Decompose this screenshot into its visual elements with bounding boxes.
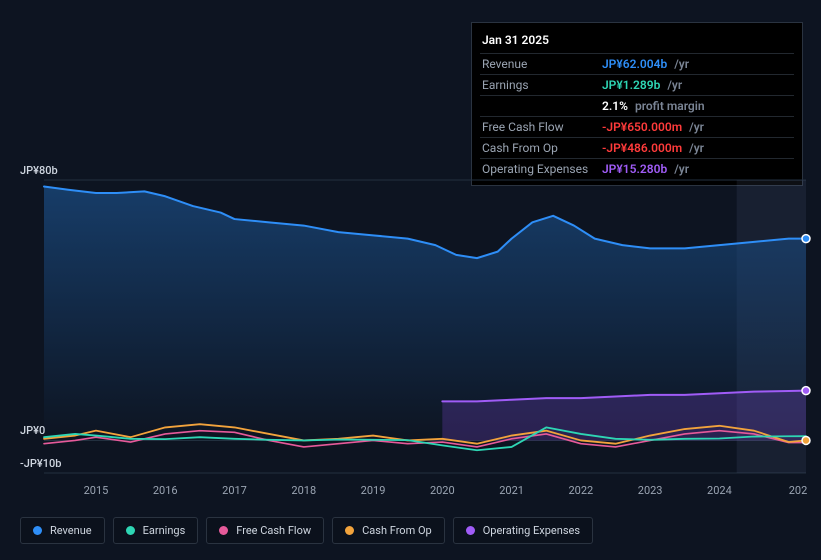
x-axis-label: 2021	[499, 484, 524, 497]
y-axis-label: JP¥0	[20, 424, 45, 437]
legend: Revenue Earnings Free Cash Flow Cash From O…	[20, 517, 593, 544]
legend-label: Revenue	[50, 524, 92, 537]
legend-item-opex[interactable]: Operating Expenses	[453, 517, 593, 544]
legend-item-revenue[interactable]: Revenue	[20, 517, 105, 544]
x-axis-label: 2016	[153, 484, 178, 497]
legend-swatch	[126, 526, 135, 535]
chart-area: JP¥80b JP¥0 -JP¥10b 2015 2016 2017 2018 2019 20…	[0, 0, 821, 560]
x-axis-label: 2024	[707, 484, 732, 497]
legend-swatch	[219, 526, 228, 535]
x-axis-label: 2022	[568, 484, 593, 497]
legend-label: Operating Expenses	[483, 524, 580, 537]
chart-svg	[0, 0, 821, 560]
x-axis-label: 2015	[84, 484, 109, 497]
legend-swatch	[345, 526, 354, 535]
x-axis-label: 202	[789, 484, 808, 497]
legend-label: Free Cash Flow	[236, 524, 311, 537]
chart-container: Jan 31 2025 RevenueJP¥62.004b /yrEarning…	[0, 0, 821, 560]
legend-label: Earnings	[143, 524, 186, 537]
legend-swatch	[33, 526, 42, 535]
legend-swatch	[466, 526, 475, 535]
legend-item-earnings[interactable]: Earnings	[113, 517, 199, 544]
x-axis-label: 2019	[361, 484, 386, 497]
x-axis-label: 2023	[638, 484, 663, 497]
legend-item-fcf[interactable]: Free Cash Flow	[206, 517, 324, 544]
x-axis-label: 2018	[291, 484, 316, 497]
y-axis-label: JP¥80b	[20, 164, 58, 177]
x-axis-label: 2017	[222, 484, 247, 497]
x-axis-label: 2020	[430, 484, 455, 497]
y-axis-label: -JP¥10b	[20, 457, 61, 470]
legend-item-cfop[interactable]: Cash From Op	[332, 517, 445, 544]
legend-label: Cash From Op	[362, 524, 432, 537]
